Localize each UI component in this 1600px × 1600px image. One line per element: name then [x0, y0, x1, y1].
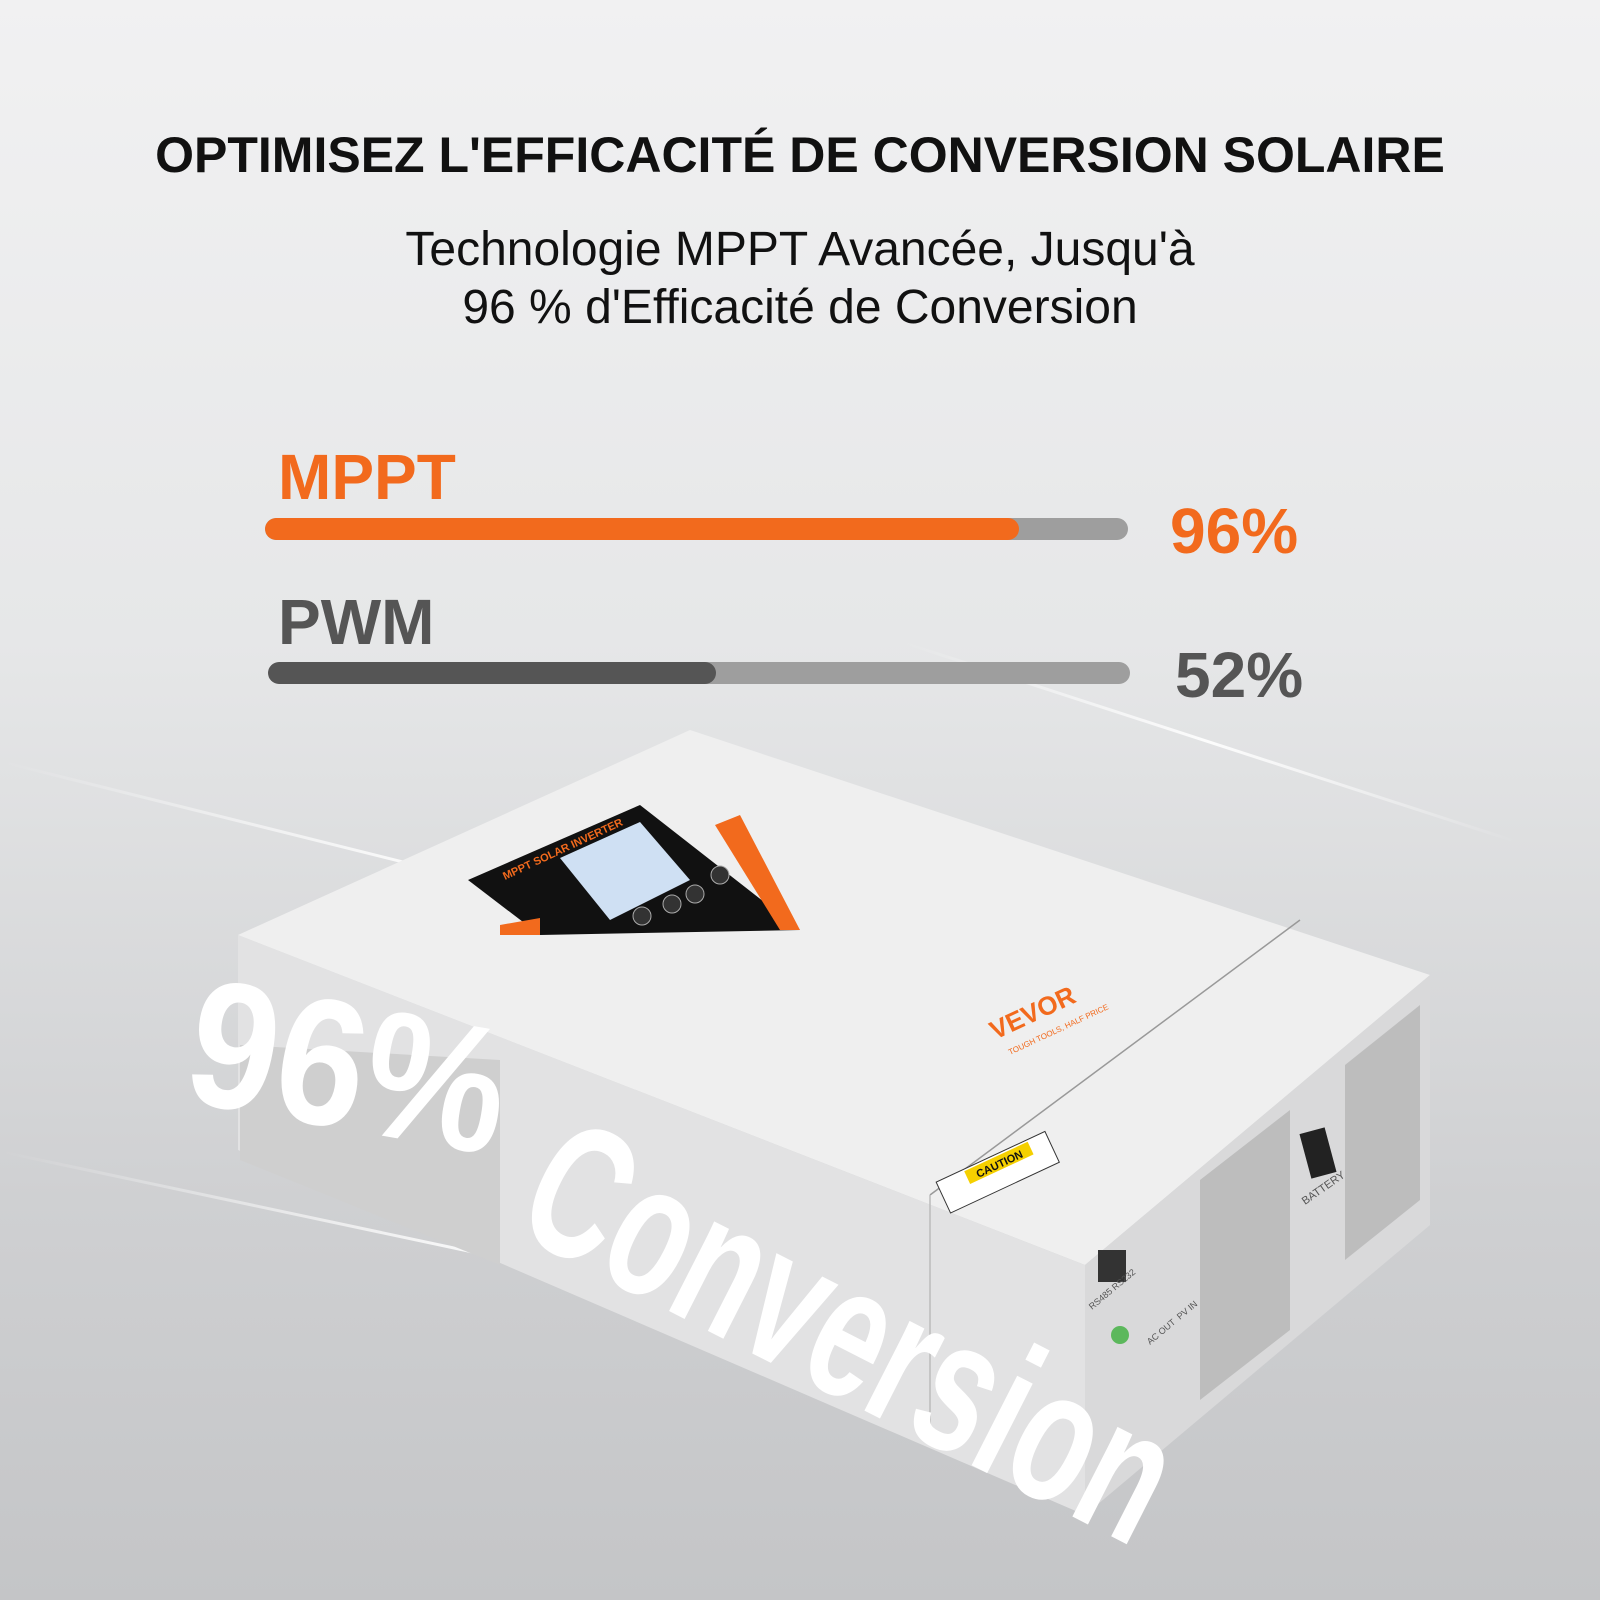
subtitle-line-1: Technologie MPPT Avancée, Jusqu'à — [405, 223, 1195, 276]
mppt-value: 96% — [1170, 495, 1299, 567]
subtitle-line-2: 96 % d'Efficacité de Conversion — [462, 281, 1138, 334]
pwm-label: PWM — [278, 586, 435, 658]
pwm-value: 52% — [1175, 639, 1304, 711]
page-title: OPTIMISEZ L'EFFICACITÉ DE CONVERSION SOL… — [155, 127, 1445, 183]
ground-terminal — [1111, 1326, 1129, 1344]
rs485-port — [1098, 1250, 1126, 1282]
control-panel: MPPT SOLAR INVERTER — [468, 805, 800, 935]
power-switch — [1299, 1127, 1337, 1179]
pwm-bar-fill — [268, 662, 717, 684]
mppt-bar-fill — [265, 518, 1019, 540]
mppt-bar-track — [265, 518, 1128, 540]
panel-button — [662, 894, 682, 914]
panel-button — [685, 884, 705, 904]
side-vent-1 — [1200, 1110, 1290, 1400]
caution-sticker: CAUTION — [935, 1130, 1060, 1214]
pwm-bar-track — [268, 662, 1130, 684]
panel-button — [710, 865, 730, 885]
front-vent — [240, 1045, 500, 1265]
mppt-label: MPPT — [278, 441, 456, 513]
panel-button — [632, 906, 652, 926]
side-vent-2 — [1345, 1005, 1420, 1260]
lcd-screen — [560, 822, 690, 920]
